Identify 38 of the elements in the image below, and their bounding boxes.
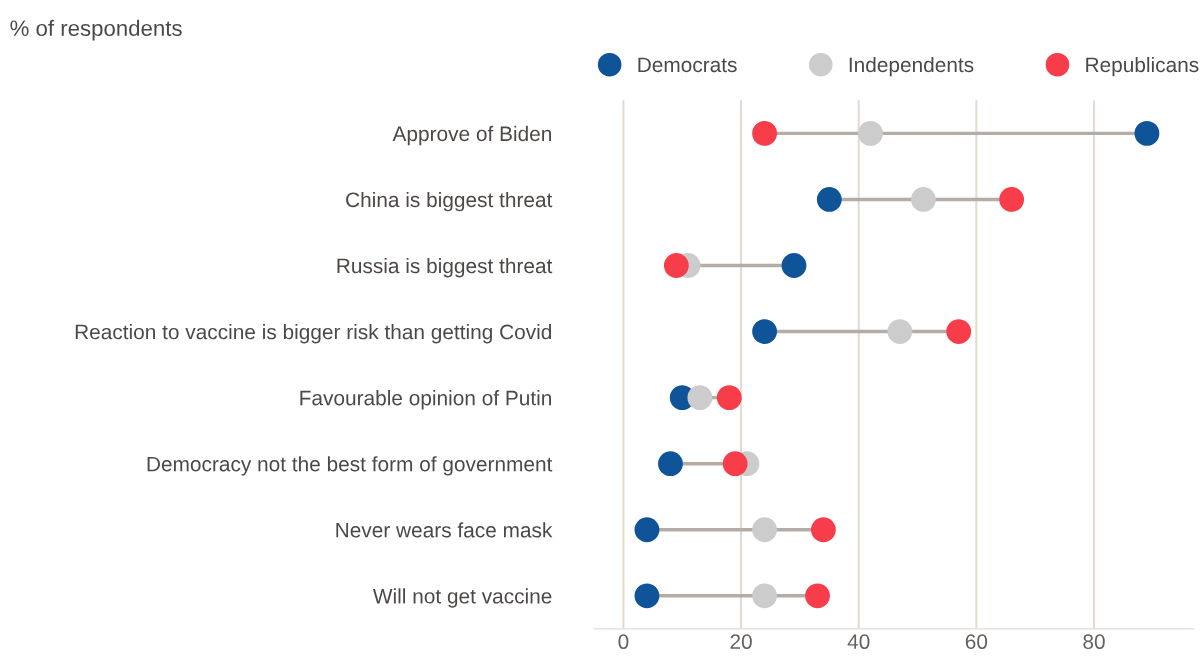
point (752, 319, 778, 344)
point (887, 319, 913, 344)
x-tick-label: 60 (965, 634, 988, 650)
y-tick-label: Approve of Biden (392, 125, 551, 146)
y-tick-label: Favourable opinion of Putin (300, 390, 551, 410)
point (634, 517, 660, 543)
y-tick-label: Reaction to vaccine is bigger risk than getting Covid (75, 324, 552, 344)
point (858, 120, 883, 146)
point (722, 451, 748, 477)
point (946, 319, 972, 344)
x-tick-label: 40 (847, 634, 870, 650)
point (816, 187, 842, 212)
x-tick-label: 0 (618, 634, 629, 650)
point (910, 187, 936, 212)
point (752, 517, 778, 543)
point (634, 583, 660, 609)
point (805, 583, 830, 609)
y-tick-label: Will not get vaccine (372, 588, 552, 608)
point (781, 253, 807, 278)
x-tick-label: 80 (1083, 634, 1105, 650)
y-tick-label: Russia is biggest threat (337, 257, 553, 278)
point (752, 583, 778, 609)
point (752, 120, 778, 146)
x-tick-label: 20 (730, 634, 752, 650)
legend-label: Independents (849, 56, 974, 77)
point (658, 451, 683, 477)
point (810, 517, 836, 543)
y-tick-label: Never wears face mask (336, 522, 553, 538)
legend-label: Democrats (638, 57, 737, 73)
legend-label: Republicans (1086, 56, 1199, 77)
text: % of respondents (10, 19, 182, 41)
point (663, 253, 689, 278)
y-tick-label: China is biggest threat (346, 191, 553, 212)
y-tick-label: Democracy not the best form of government (147, 456, 553, 476)
point (1134, 120, 1160, 146)
point (716, 385, 742, 411)
point (687, 385, 713, 411)
point (999, 187, 1025, 212)
